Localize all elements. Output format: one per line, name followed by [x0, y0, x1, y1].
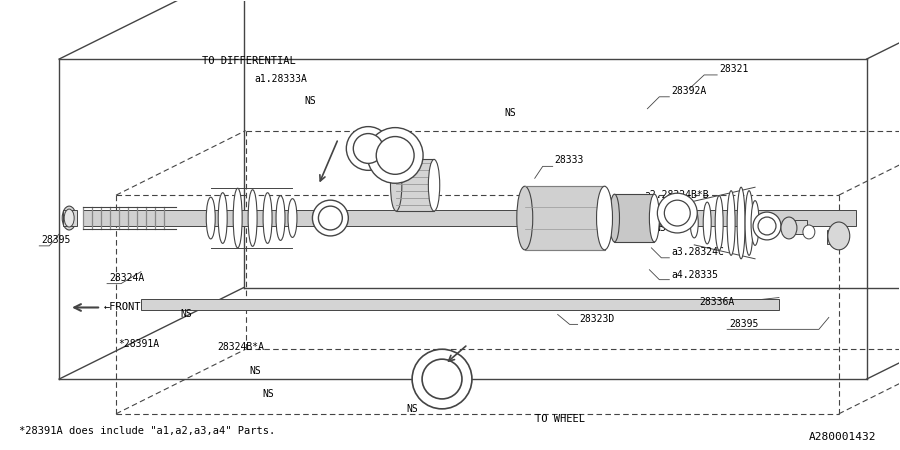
Text: 28324B*A: 28324B*A — [217, 342, 264, 352]
Ellipse shape — [218, 193, 227, 243]
Ellipse shape — [346, 126, 391, 171]
Ellipse shape — [781, 217, 797, 239]
Ellipse shape — [727, 191, 735, 255]
Ellipse shape — [64, 209, 74, 227]
Bar — [141, 298, 779, 310]
Ellipse shape — [428, 159, 440, 211]
Ellipse shape — [206, 197, 215, 239]
Ellipse shape — [376, 136, 414, 174]
Ellipse shape — [412, 349, 472, 409]
Ellipse shape — [737, 187, 745, 259]
Ellipse shape — [703, 202, 711, 244]
Text: 28321: 28321 — [719, 64, 749, 74]
Ellipse shape — [276, 196, 285, 240]
Text: a1.28333A: a1.28333A — [254, 74, 307, 84]
Ellipse shape — [288, 198, 297, 238]
Bar — [827, 230, 847, 244]
Ellipse shape — [319, 206, 342, 230]
Ellipse shape — [758, 217, 776, 235]
Text: a2.28324B*B: a2.28324B*B — [644, 190, 709, 200]
Text: A280001432: A280001432 — [809, 432, 877, 442]
Text: NS: NS — [263, 389, 274, 399]
Text: NS: NS — [249, 366, 262, 376]
Text: NS: NS — [654, 223, 666, 233]
Ellipse shape — [354, 134, 383, 163]
Bar — [789, 220, 807, 234]
Bar — [396, 159, 434, 211]
Ellipse shape — [367, 128, 423, 183]
Text: NS: NS — [304, 96, 316, 106]
Ellipse shape — [263, 193, 272, 243]
Text: 28392A: 28392A — [671, 86, 706, 96]
Ellipse shape — [803, 225, 815, 239]
Ellipse shape — [609, 194, 619, 242]
Text: a4.28335: a4.28335 — [671, 270, 718, 280]
Text: NS: NS — [180, 310, 192, 320]
Ellipse shape — [233, 188, 242, 248]
Ellipse shape — [62, 206, 77, 230]
Ellipse shape — [690, 208, 698, 238]
Ellipse shape — [716, 196, 724, 250]
Ellipse shape — [650, 194, 660, 242]
Ellipse shape — [422, 359, 462, 399]
Text: *28391A: *28391A — [119, 339, 159, 349]
Text: NS: NS — [406, 404, 418, 414]
Bar — [83, 210, 856, 226]
Text: 28333: 28333 — [554, 155, 584, 166]
Ellipse shape — [828, 222, 850, 250]
Text: 28336A: 28336A — [699, 297, 734, 306]
Text: 28324A: 28324A — [109, 273, 144, 283]
Ellipse shape — [752, 201, 759, 245]
Ellipse shape — [517, 186, 533, 250]
Text: TO DIFFERENTIAL: TO DIFFERENTIAL — [202, 56, 295, 66]
Ellipse shape — [664, 200, 690, 226]
Bar — [525, 186, 605, 250]
Text: 28395: 28395 — [729, 320, 759, 329]
Ellipse shape — [753, 212, 781, 240]
Ellipse shape — [391, 159, 401, 211]
Ellipse shape — [248, 190, 257, 246]
Ellipse shape — [657, 193, 698, 233]
Bar — [63, 210, 77, 226]
Text: NS: NS — [504, 108, 516, 118]
Text: ←FRONT: ←FRONT — [104, 302, 141, 312]
Ellipse shape — [312, 200, 348, 236]
Text: 28395: 28395 — [41, 235, 70, 245]
Text: *28391A does include "a1,a2,a3,a4" Parts.: *28391A does include "a1,a2,a3,a4" Parts… — [19, 426, 275, 436]
Ellipse shape — [745, 191, 753, 255]
Ellipse shape — [597, 186, 613, 250]
Text: TO WHEEL: TO WHEEL — [535, 414, 585, 424]
Text: a3.28324C: a3.28324C — [671, 247, 724, 257]
Bar — [615, 194, 654, 242]
Text: 28323D: 28323D — [580, 315, 615, 324]
